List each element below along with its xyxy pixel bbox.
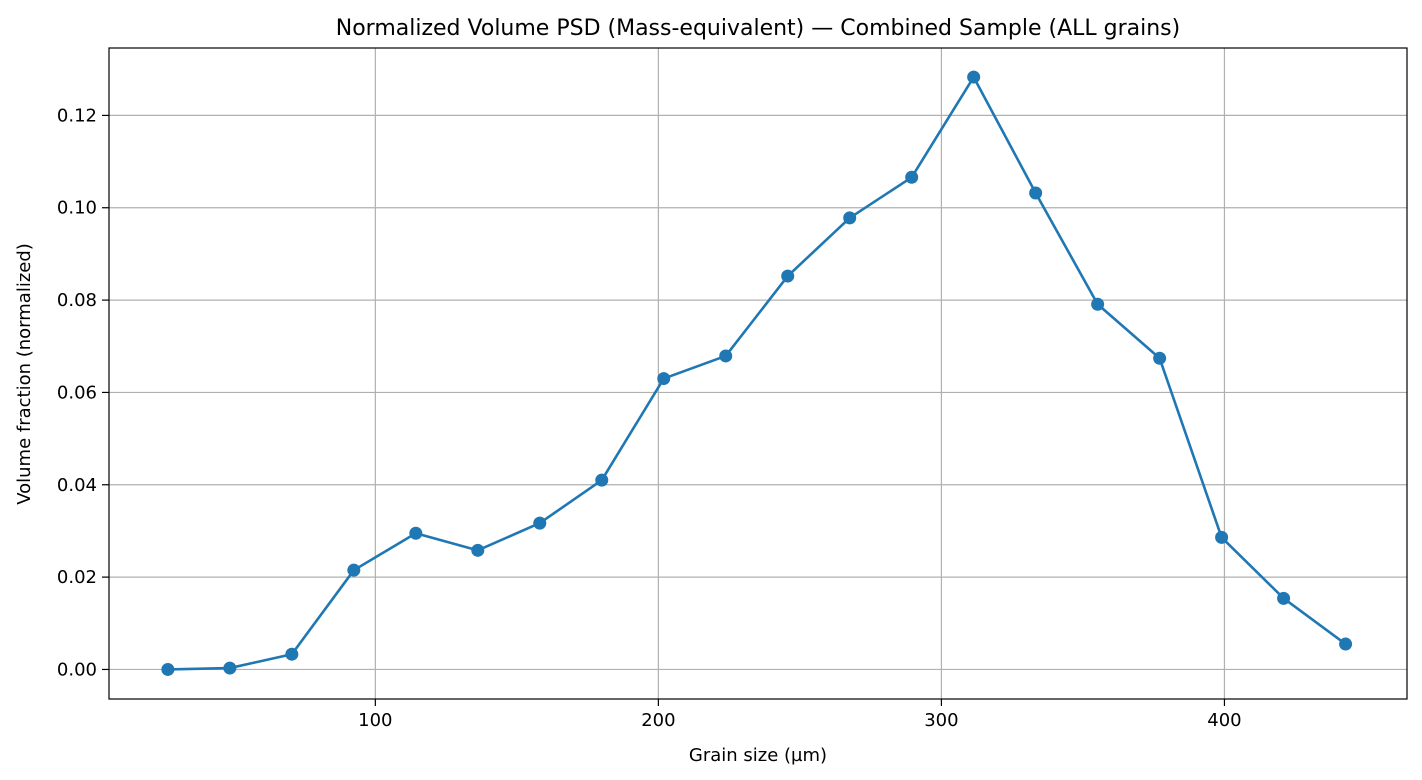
y-tick-label: 0.06 (57, 382, 97, 403)
data-point (1091, 297, 1105, 311)
y-tick-label: 0.08 (57, 290, 97, 311)
y-tick-label: 0.10 (57, 198, 97, 219)
series-layer (161, 70, 1353, 676)
chart-title: Normalized Volume PSD (Mass-equivalent) … (336, 16, 1180, 41)
x-axis-label: Grain size (µm) (689, 745, 827, 766)
data-point (1339, 637, 1353, 651)
data-point (1215, 530, 1229, 544)
data-point (1277, 591, 1291, 605)
y-tick-label: 0.02 (57, 567, 97, 588)
data-point (843, 211, 857, 225)
data-point (223, 661, 237, 675)
x-tick-label: 200 (641, 710, 675, 731)
data-point (905, 170, 919, 184)
data-point (595, 473, 609, 487)
plot-area (109, 48, 1407, 699)
y-axis: 0.00 0.02 0.04 0.06 0.08 0.10 0.12 (57, 105, 109, 680)
data-point (161, 662, 175, 676)
plot-frame (108, 47, 1408, 700)
data-point (719, 349, 733, 363)
data-point (533, 516, 547, 530)
x-tick-label: 100 (358, 710, 392, 731)
data-point (1029, 186, 1043, 200)
y-axis-label: Volume fraction (normalized) (14, 243, 35, 505)
series-line (167, 75, 1347, 671)
data-point (285, 647, 299, 661)
data-point (409, 526, 423, 540)
y-tick-label: 0.00 (57, 659, 97, 680)
data-point (1153, 351, 1167, 365)
grid (109, 48, 1407, 699)
x-axis: 100 200 300 400 (358, 699, 1242, 731)
data-point (781, 269, 795, 283)
data-point (657, 372, 671, 386)
x-tick-label: 300 (924, 710, 958, 731)
y-tick-label: 0.12 (57, 105, 97, 126)
data-point (471, 543, 485, 557)
data-point (347, 563, 361, 577)
data-point (967, 70, 981, 84)
x-tick-label: 400 (1207, 710, 1241, 731)
y-tick-label: 0.04 (57, 475, 97, 496)
